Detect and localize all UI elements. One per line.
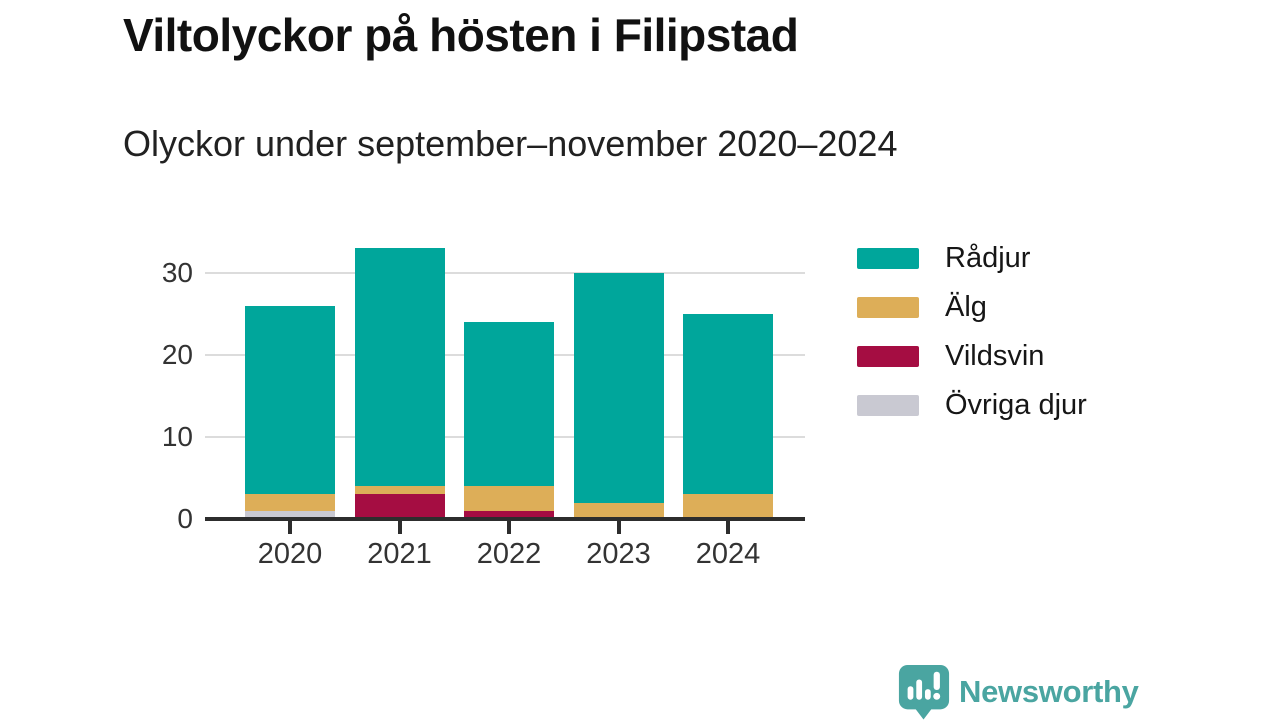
bar-segment-2024-rådjur [683,314,773,495]
bar-segment-2020-övriga-djur [245,510,335,519]
y-axis-tick-label: 0 [177,503,193,534]
x-axis-tick [726,521,730,534]
x-axis-tick [507,521,511,534]
bar-2021 [354,230,445,519]
legend-item-älg: Älg [857,291,987,323]
x-axis-tick [397,521,402,534]
legend-item-rådjur: Rådjur [857,242,1031,274]
y-axis-tick-label: 20 [161,339,193,370]
bar-2022 [464,230,554,519]
chart-title: Viltolyckor på hösten i Filipstad [123,9,799,61]
legend-item-övriga-djur: Övriga djur [857,389,1087,421]
bar-segment-2022-älg [464,486,554,511]
bar-segment-2021-rådjur [354,248,445,487]
gridline-y30 [205,272,805,274]
newsworthy-logo: Newsworthy [897,663,1139,720]
legend-swatch [857,346,919,367]
newsworthy-brand-text: Newsworthy [959,673,1139,709]
chart-subtitle: Olyckor under september–november 2020–20… [123,123,898,164]
legend-label: Övriga djur [945,389,1087,421]
legend-label: Vildsvin [945,340,1045,372]
legend-label: Rådjur [945,242,1031,274]
x-axis-tick-label: 2020 [257,538,323,570]
x-axis-line [205,517,805,521]
newsworthy-speech-bubble-bar-chart-icon [898,664,950,720]
bar-segment-2020-älg [245,494,335,511]
x-axis-tick-label: 2024 [695,538,761,570]
bar-segment-2022-vildsvin [464,510,554,519]
legend-swatch [857,297,919,318]
plot-area: 0 10 20 30 2020 2021 2022 2023 2024 [162,230,805,570]
bar-segment-2022-rådjur [464,322,554,487]
bar-segment-2023-älg [573,502,664,519]
legend-swatch [857,248,919,269]
x-axis-tick [288,521,292,534]
bar-segment-2020-rådjur [245,305,335,495]
legend-item-vildsvin: Vildsvin [857,340,1045,372]
bar-segment-2023-rådjur [573,273,664,503]
bar-2024 [683,230,773,519]
bar-segment-2021-vildsvin [354,494,445,519]
legend-swatch [857,395,919,416]
bar-segment-2021-älg [354,486,445,495]
y-axis-tick-label: 10 [161,421,193,452]
x-axis-tick-label: 2022 [476,538,542,570]
x-axis-tick-label: 2021 [367,538,432,570]
y-axis-tick-label: 30 [161,257,193,288]
bar-2020 [245,230,335,519]
bar-segment-2024-älg [683,494,773,519]
bar-2023 [573,230,664,519]
x-axis-tick [616,521,621,534]
x-axis-tick-label: 2023 [586,538,651,570]
legend-label: Älg [945,291,987,323]
